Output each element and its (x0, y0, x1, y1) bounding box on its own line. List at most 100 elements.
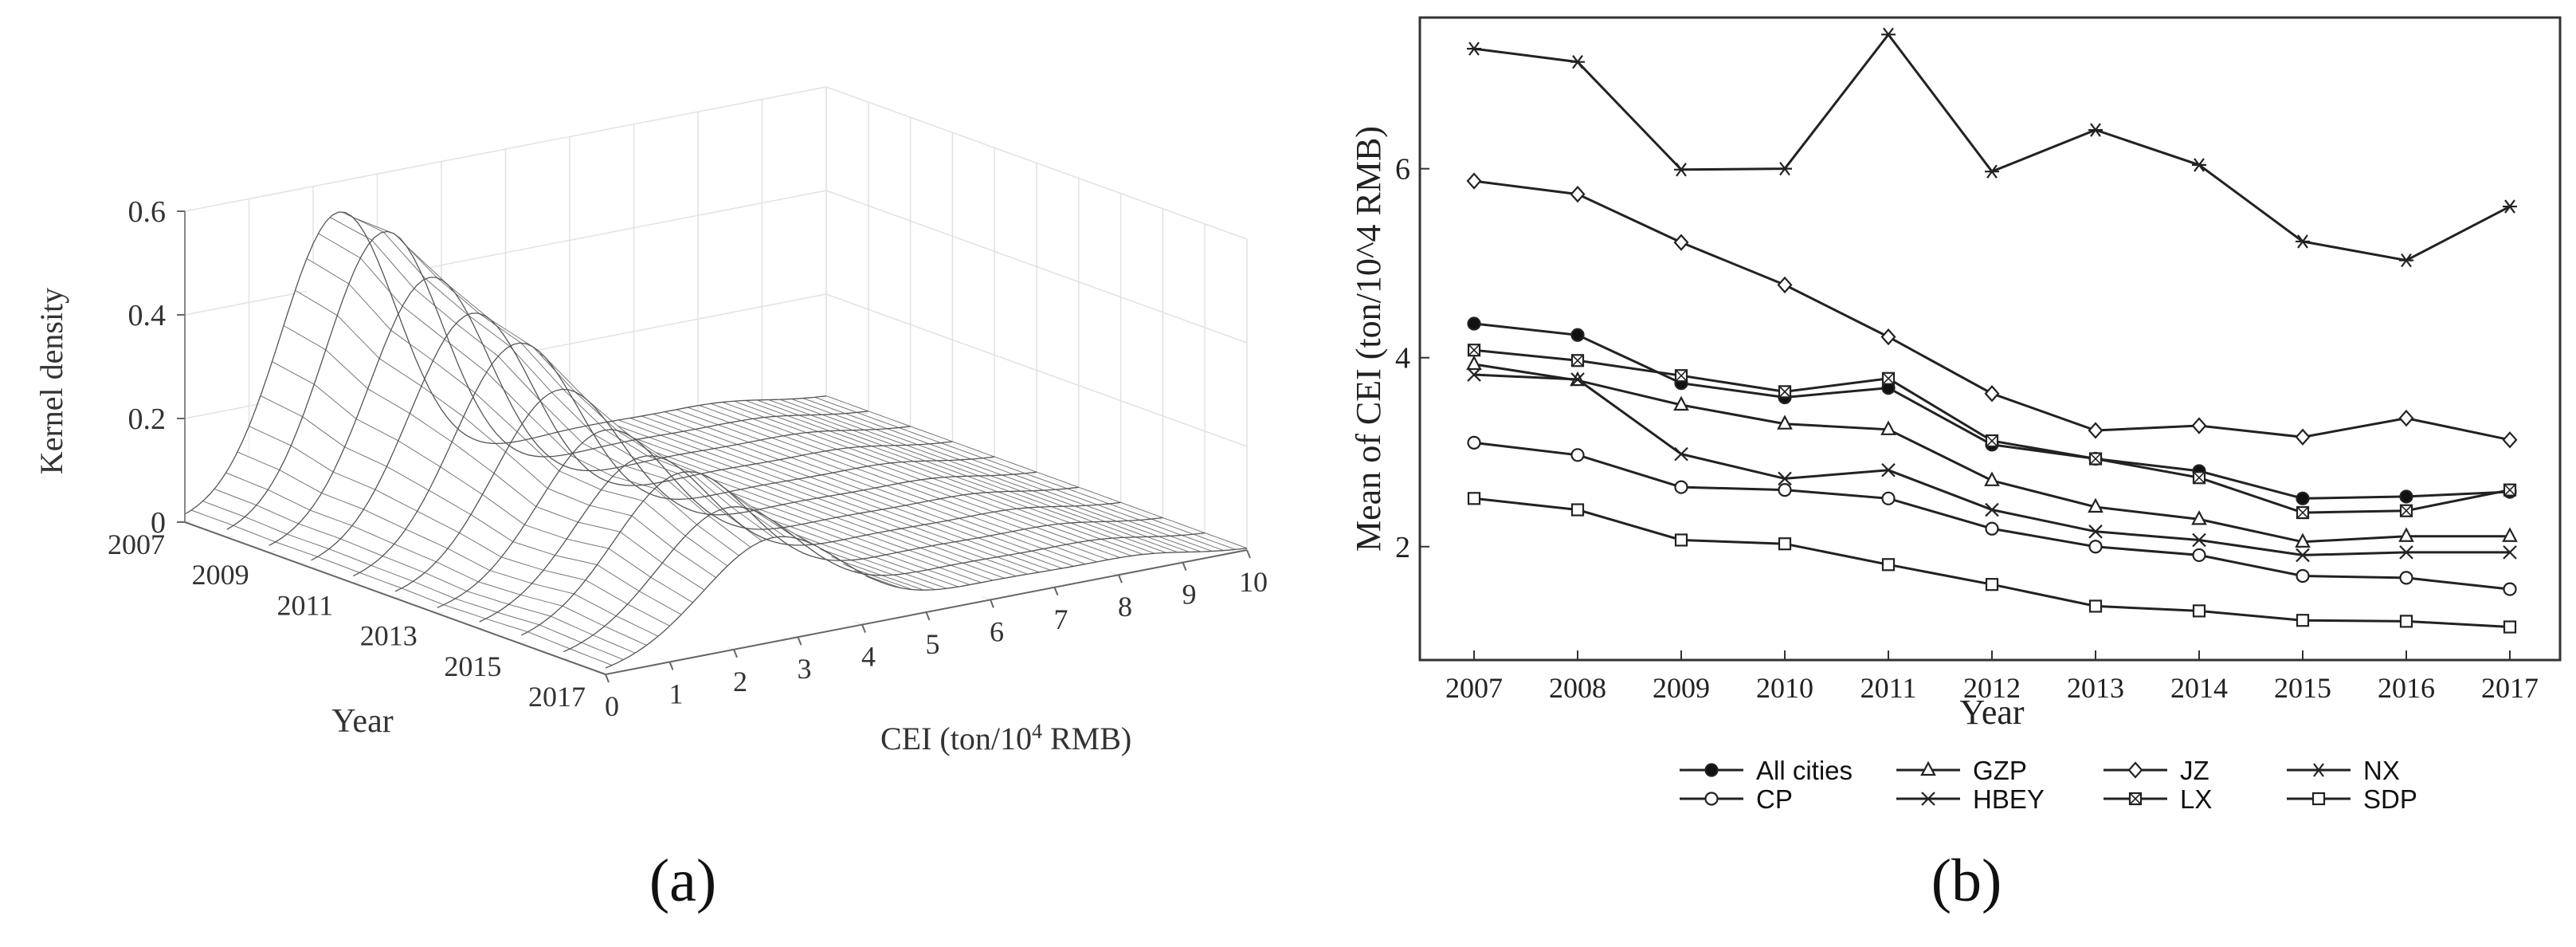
cei-axis-label-sup: 4 (1032, 720, 1042, 743)
legend-label: LX (2180, 784, 2212, 814)
density-tick-label: 0.4 (128, 299, 167, 332)
marker-diamond (2502, 431, 2518, 449)
x-tick-label: 2013 (2067, 672, 2124, 704)
marker-x (2192, 532, 2206, 548)
line-chart-series (1466, 27, 2518, 634)
marker-asterisk (2194, 158, 2205, 172)
year-tick-label: 2013 (360, 620, 418, 652)
surface-year-profile (437, 429, 1079, 608)
x-tick-label: 2012 (1963, 672, 2021, 704)
legend-label: HBEY (1973, 784, 2045, 814)
surface-face (803, 398, 1225, 555)
surface-year-profile (311, 312, 953, 561)
cei-tick-mark (861, 624, 866, 633)
series-line (1473, 497, 2511, 628)
year-tick-label: 2015 (444, 650, 501, 682)
marker-square (2399, 615, 2413, 628)
marker-x (1570, 372, 1585, 387)
marker-square (1467, 492, 1481, 505)
marker-triangle (2191, 510, 2207, 525)
surface-plot-panel: 0 0.2 0.4 0.6 2007 2009 2011 2013 2015 2017 0 1 2 3… (33, 86, 1268, 914)
marker-triangle (1880, 420, 1896, 435)
legend: All cities GZP JZ NX CP HBEY LX SDP (1680, 756, 2417, 814)
legend-entry: GZP (1896, 756, 2027, 785)
marker-boxedx (1986, 434, 1998, 447)
kernel-density-surface (184, 211, 1248, 674)
marker-triangle (1920, 760, 1936, 776)
marker-diamond (1466, 172, 1482, 190)
marker-dot (1704, 763, 1719, 777)
legend-label: SDP (2363, 784, 2417, 814)
marker-diamond (2191, 417, 2207, 434)
marker-circle (2503, 582, 2517, 596)
series-line (1473, 32, 2511, 262)
grid-line (184, 86, 1248, 240)
marker-triangle (2398, 527, 2414, 542)
legend-label: CP (1756, 784, 1793, 814)
marker-dot (1467, 316, 1481, 331)
marker-boxedx (2503, 484, 2516, 497)
cei-axis-label-main: CEI (ton/10 (880, 721, 1032, 756)
series-hbey (1467, 367, 2517, 563)
marker-triangle (2502, 527, 2518, 542)
cei-tick-label: 2 (733, 666, 747, 697)
cei-tick-label: 3 (798, 653, 812, 685)
cei-tick-mark (797, 636, 802, 646)
marker-square (1778, 537, 1792, 551)
x-tick-label: 2007 (1445, 672, 1503, 704)
cei-tick-mark (733, 649, 738, 658)
legend-label: JZ (2180, 756, 2209, 785)
y-tick-label: 4 (1395, 342, 1410, 375)
legend-entry: JZ (2104, 756, 2209, 785)
cei-tick-label: 9 (1182, 579, 1197, 611)
marker-boxedx (1571, 354, 1584, 367)
marker-diamond (2295, 428, 2311, 446)
marker-x (2296, 548, 2310, 563)
line-chart-x-label: Year (1959, 693, 2024, 732)
x-tick-label: 2009 (1653, 672, 1710, 704)
surface-year-profile (226, 230, 868, 530)
legend-entry: NX (2287, 756, 2400, 785)
x-tick-label: 2008 (1549, 672, 1606, 704)
marker-circle (2088, 540, 2103, 554)
panel-a-label: (a) (649, 847, 716, 914)
marker-square (2088, 599, 2103, 613)
series-sdp (1467, 492, 2517, 634)
marker-triangle (1777, 415, 1793, 430)
marker-asterisk (1779, 161, 1790, 176)
year-tick-label: 2011 (277, 589, 334, 621)
x-tick-label: 2016 (2378, 672, 2435, 704)
marker-triangle (1673, 395, 1689, 411)
surface-year-profile (352, 342, 995, 577)
x-tick-label: 2014 (2170, 672, 2228, 704)
cei-axis-ticks: 0 1 2 3 4 5 6 7 8 9 10 (605, 549, 1268, 722)
marker-square (1881, 558, 1896, 572)
marker-circle (1674, 480, 1688, 494)
x-tick-label: 2017 (2481, 672, 2539, 704)
marker-dot (2399, 489, 2413, 504)
marker-square (1985, 578, 1999, 591)
marker-asterisk (2297, 234, 2308, 249)
marker-diamond (1570, 185, 1586, 203)
legend-label: GZP (1973, 756, 2027, 785)
marker-asterisk (1468, 41, 1480, 56)
surface-face (202, 501, 624, 671)
marker-boxedx (2400, 505, 2413, 517)
series-gzp (1466, 355, 2518, 548)
cei-tick-mark (1053, 587, 1059, 596)
year-axis-line (184, 521, 606, 675)
line-chart-panel: 2007 2008 2009 2010 2011 2012 2013 2014 2015 2016… (1349, 16, 2562, 914)
marker-square (1674, 533, 1688, 547)
density-tick-label: 0 (151, 506, 166, 540)
x-tick-label: 2011 (1860, 672, 1917, 704)
cei-tick-mark (990, 599, 994, 608)
marker-dot (1570, 328, 1585, 342)
panel-b-label: (b) (1931, 847, 2002, 914)
legend-entry: SDP (2287, 784, 2417, 814)
marker-x (1674, 446, 1688, 462)
x-tick-label: 2015 (2274, 672, 2331, 704)
cei-tick-mark (1182, 562, 1187, 571)
cei-tick-mark (925, 611, 931, 621)
legend-entry: All cities (1680, 756, 1853, 785)
